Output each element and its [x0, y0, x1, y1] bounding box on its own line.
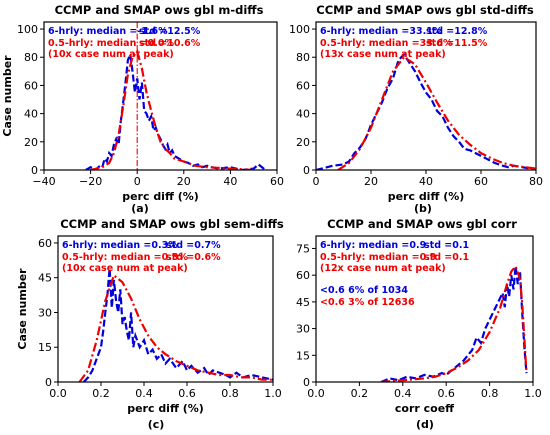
annotation: (12x case num at peak) — [320, 263, 446, 274]
annotation: <0.6 6% of 1034 — [320, 285, 408, 296]
annotation: 6-hrly: median =33.1% — [320, 26, 443, 37]
x-tick-label: 20 — [364, 175, 378, 188]
y-tick-label: 60 — [296, 269, 310, 282]
annotation: (10x case num at peak) — [48, 49, 174, 60]
x-tick-label: 0.4 — [135, 387, 153, 400]
annotation: (13x case num at peak) — [320, 49, 446, 60]
series-0.5-hrly-line — [90, 49, 254, 170]
y-axis-label: Case number — [1, 55, 14, 137]
y-tick-label: 75 — [296, 242, 310, 255]
y-tick-label: 80 — [296, 51, 310, 64]
subplot-label: (c) — [148, 418, 165, 431]
y-tick-label: 30 — [296, 323, 310, 336]
x-axis-label: perc diff (%) — [122, 190, 199, 203]
x-tick-label: 0.2 — [351, 387, 369, 400]
subplot-label: (d) — [416, 418, 434, 431]
annotation: 0.5-hrly: median =0.9 — [320, 252, 436, 263]
y-tick-label: 60 — [296, 79, 310, 92]
series-6-hrly-line — [82, 268, 273, 382]
chart-title: CCMP and SMAP ows gbl std-diffs — [316, 3, 534, 17]
y-tick-label: 0 — [303, 164, 310, 177]
annotation: 6-hrly: median =-1.6% — [48, 26, 168, 37]
x-tick-label: 20 — [177, 175, 191, 188]
y-axis-label: Case number — [16, 268, 29, 350]
annotation: 6-hrly: median =0.3% — [62, 240, 178, 251]
subplot-0: CCMP and SMAP ows gbl m-diffs −40 −20 0 20 40… — [1, 3, 284, 215]
x-tick-label: 0.8 — [481, 387, 499, 400]
y-tick-label: 40 — [296, 108, 310, 121]
annotation: std =0.6% — [166, 252, 221, 263]
annotation: 0.5-hrly: median =33.6% — [320, 38, 453, 49]
annotation: (10x case num at peak) — [62, 263, 188, 274]
y-tick-label: 40 — [24, 108, 38, 121]
plot-frame — [315, 235, 534, 383]
series-6-hrly-line — [316, 52, 536, 170]
x-axis-label: perc diff (%) — [127, 402, 204, 415]
series-0.5-hrly-line — [78, 273, 273, 382]
chart-title: CCMP and SMAP ows gbl corr — [327, 217, 517, 231]
x-tick-label: 80 — [529, 175, 543, 188]
x-tick-label: 1.0 — [264, 387, 282, 400]
subplot-1: CCMP and SMAP ows gbl std-diffs 0 20 40 60 80… — [289, 3, 543, 215]
annotation: std =10.6% — [139, 38, 201, 49]
y-tick-label: 30 — [38, 306, 52, 319]
annotation: std =11.5% — [426, 38, 488, 49]
subplot-2: CCMP and SMAP ows gbl sem-diffs 0.0 0.2 0.4… — [16, 217, 284, 431]
series-6-hrly-line — [85, 50, 267, 170]
plot-frame — [43, 21, 278, 171]
annotation: 0.5-hrly: median =0.3% — [62, 252, 188, 263]
x-tick-label: 0.6 — [437, 387, 455, 400]
x-tick-label: 40 — [419, 175, 433, 188]
y-tick-label: 100 — [289, 23, 310, 36]
annotation: std =0.7% — [166, 240, 221, 251]
series-0.5-hrly-line — [381, 264, 528, 382]
x-axis-label: corr coeff — [395, 402, 454, 415]
series-0.5-hrly-line — [337, 55, 536, 170]
annotation: 6-hrly: median =0.9 — [320, 240, 426, 251]
x-tick-label: −20 — [79, 175, 102, 188]
annotation: std =12.8% — [426, 26, 488, 37]
annotation: std =0.1 — [424, 252, 469, 263]
chart-title: CCMP and SMAP ows gbl m-diffs — [55, 3, 264, 17]
subplot-3: CCMP and SMAP ows gbl corr 0.0 0.2 0.4 0.6 0.… — [296, 217, 542, 431]
y-tick-label: 60 — [24, 79, 38, 92]
x-axis-label: perc diff (%) — [388, 190, 465, 203]
y-tick-label: 60 — [38, 237, 52, 250]
x-tick-label: 0.8 — [221, 387, 239, 400]
x-tick-label: 1.0 — [524, 387, 542, 400]
x-tick-label: 0.2 — [92, 387, 110, 400]
x-tick-label: 0 — [134, 175, 141, 188]
x-tick-label: 0.0 — [49, 387, 67, 400]
y-tick-label: 0 — [31, 164, 38, 177]
x-tick-label: 0 — [313, 175, 320, 188]
y-tick-label: 15 — [38, 341, 52, 354]
series-6-hrly-line — [380, 266, 528, 382]
x-tick-label: 60 — [270, 175, 284, 188]
chart-title: CCMP and SMAP ows gbl sem-diffs — [60, 217, 284, 231]
plot-frame — [57, 235, 274, 383]
x-tick-label: −40 — [32, 175, 55, 188]
y-tick-label: 20 — [296, 136, 310, 149]
y-tick-label: 45 — [296, 296, 310, 309]
annotation: std =0.1 — [424, 240, 469, 251]
y-tick-label: 0 — [45, 376, 52, 389]
y-tick-label: 45 — [38, 272, 52, 285]
x-tick-label: 60 — [474, 175, 488, 188]
x-tick-label: 0.4 — [394, 387, 412, 400]
y-tick-label: 80 — [24, 51, 38, 64]
y-tick-label: 0 — [303, 376, 310, 389]
y-tick-label: 20 — [24, 136, 38, 149]
annotation: 0.5-hrly: median =0.0% — [48, 38, 174, 49]
x-tick-label: 0.6 — [178, 387, 196, 400]
subplot-label: (a) — [131, 202, 148, 215]
annotation: std =12.5% — [139, 26, 201, 37]
x-tick-label: 0.0 — [307, 387, 325, 400]
annotation: <0.6 3% of 12636 — [320, 297, 415, 308]
y-tick-label: 100 — [17, 23, 38, 36]
y-tick-label: 15 — [296, 349, 310, 362]
subplot-label: (b) — [414, 202, 432, 215]
x-tick-label: 40 — [223, 175, 237, 188]
